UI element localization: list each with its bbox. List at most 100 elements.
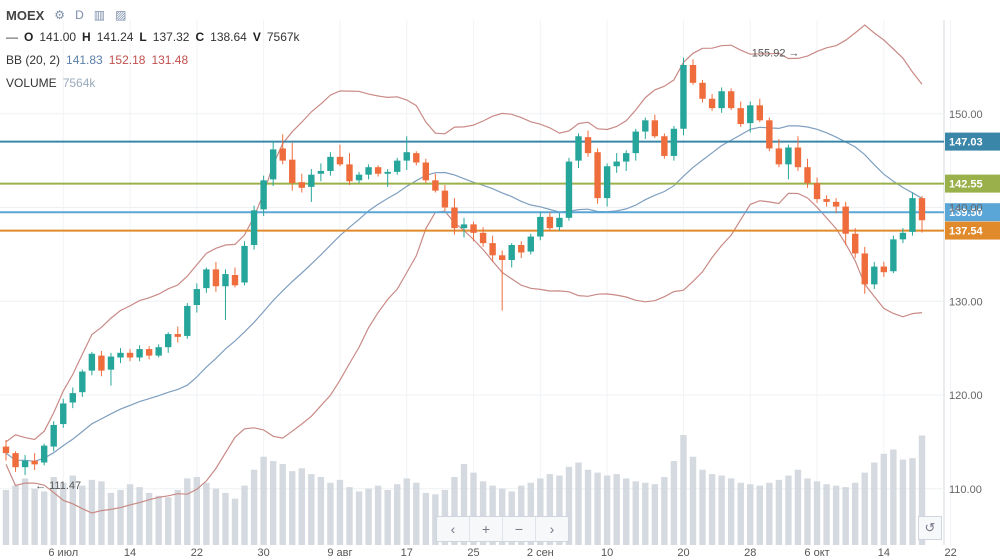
horizontal-levels[interactable]: 147.03 142.55 139.50 137.54 bbox=[0, 132, 1000, 240]
candle-body bbox=[575, 136, 582, 161]
interval-selector[interactable]: D bbox=[75, 8, 84, 22]
volume-bar bbox=[623, 478, 630, 545]
candle-body bbox=[823, 199, 830, 202]
chart-type-icon[interactable]: ▨ bbox=[115, 8, 127, 22]
scroll-left-button[interactable]: ‹ bbox=[437, 517, 470, 541]
volume-bar bbox=[107, 492, 115, 545]
level-label-bg bbox=[945, 174, 1000, 193]
symbol-label[interactable]: MOEX bbox=[6, 7, 45, 23]
candle-body bbox=[126, 352, 134, 358]
candle-body bbox=[565, 161, 573, 218]
bollinger-bands bbox=[5, 24, 923, 514]
volume-bar bbox=[794, 469, 802, 545]
volume-label[interactable]: VOLUME bbox=[6, 76, 57, 90]
candle-body bbox=[269, 149, 277, 180]
candle-body bbox=[623, 153, 630, 162]
candle-body bbox=[222, 274, 229, 287]
candle-body bbox=[441, 190, 449, 208]
grid bbox=[0, 20, 952, 545]
candle-body bbox=[813, 183, 821, 200]
x-tick-label: 14 bbox=[124, 547, 136, 559]
close-label: C bbox=[195, 30, 205, 44]
volume-bar bbox=[317, 476, 325, 545]
volume-bar bbox=[546, 474, 554, 545]
volume-bar bbox=[432, 494, 439, 545]
open-value: 141.00 bbox=[39, 30, 77, 44]
candle-body bbox=[651, 120, 659, 137]
volume-bar bbox=[613, 474, 620, 545]
volume-bar bbox=[689, 456, 697, 545]
volume-bar bbox=[852, 482, 859, 545]
volume-bar bbox=[403, 478, 410, 545]
zoom-in-button[interactable]: + bbox=[470, 517, 503, 541]
volume-bar bbox=[727, 478, 735, 545]
scroll-right-button[interactable]: › bbox=[549, 521, 555, 537]
bb-lower-value: 131.48 bbox=[151, 53, 189, 67]
candle-body bbox=[890, 239, 897, 272]
candle-body bbox=[871, 266, 878, 285]
candle-body bbox=[317, 170, 325, 174]
candle-body bbox=[136, 349, 143, 358]
candle-body bbox=[355, 174, 363, 181]
volume-bar bbox=[651, 484, 659, 545]
volume-bar bbox=[451, 476, 458, 545]
volume-short-label: V bbox=[252, 30, 261, 44]
y-tick-label: 110.00 bbox=[949, 484, 982, 496]
level-label-bg bbox=[945, 132, 1000, 151]
volume-bar bbox=[374, 485, 382, 545]
candle-body bbox=[556, 217, 563, 228]
toolbar: MOEX ⚙ D ▥ ▨ bbox=[6, 6, 126, 24]
candle-body bbox=[794, 147, 802, 168]
volume-bar bbox=[718, 475, 725, 545]
volume-bar bbox=[241, 485, 248, 545]
volume-bar bbox=[708, 474, 716, 545]
volume-bar bbox=[823, 484, 830, 545]
bar-chart-icon[interactable]: ▥ bbox=[93, 8, 106, 22]
candle-body bbox=[756, 105, 763, 121]
y-axis: 150.00 140.00 130.00 120.00 110.00 bbox=[949, 109, 983, 496]
settings-gear-icon[interactable]: ⚙ bbox=[54, 8, 66, 22]
bb-upper-line bbox=[5, 24, 923, 443]
volume-bar bbox=[269, 461, 277, 545]
candle-body bbox=[432, 180, 439, 191]
candle-body bbox=[69, 393, 76, 403]
bb-row: BB (20, 2) 141.83 152.18 131.48 bbox=[6, 53, 188, 67]
dash-icon: — bbox=[6, 30, 18, 44]
candle-body bbox=[2, 446, 10, 454]
volume-bar bbox=[909, 458, 916, 545]
candle-body bbox=[766, 120, 773, 149]
y-tick-label: 120.00 bbox=[949, 390, 983, 402]
candle-body bbox=[31, 460, 38, 465]
zoom-out-button[interactable]: − bbox=[503, 517, 536, 541]
volume-bar bbox=[775, 479, 783, 545]
volume-bar bbox=[60, 482, 67, 545]
volume-bar bbox=[756, 485, 763, 545]
volume-bar bbox=[842, 487, 849, 545]
volume-bar bbox=[336, 479, 344, 545]
candle-body bbox=[727, 91, 735, 109]
reset-button[interactable]: ↺ bbox=[918, 516, 942, 540]
price-annotation: 155.92 → bbox=[752, 47, 800, 59]
candle-body bbox=[479, 232, 487, 244]
volume-bar bbox=[184, 478, 191, 545]
bb-label[interactable]: BB (20, 2) bbox=[6, 53, 61, 67]
volume-bar bbox=[737, 482, 744, 545]
candle-body bbox=[680, 65, 687, 129]
candle-body bbox=[98, 355, 105, 371]
volume-bar bbox=[98, 481, 105, 545]
annotations: 155.92 → ← 111.47 bbox=[35, 47, 799, 492]
candle-body bbox=[718, 91, 725, 109]
candle-body bbox=[289, 159, 296, 184]
level-label: 139.50 bbox=[949, 207, 983, 219]
low-value: 137.32 bbox=[152, 30, 190, 44]
candle-body bbox=[60, 403, 67, 425]
candle-body bbox=[832, 201, 840, 207]
volume-bar bbox=[899, 459, 907, 545]
volume-bar bbox=[279, 463, 286, 545]
candle-body bbox=[861, 253, 868, 285]
volume-bar bbox=[918, 435, 926, 545]
volume-bar bbox=[890, 449, 897, 545]
candle-body bbox=[21, 460, 29, 468]
candle-body bbox=[384, 171, 391, 174]
